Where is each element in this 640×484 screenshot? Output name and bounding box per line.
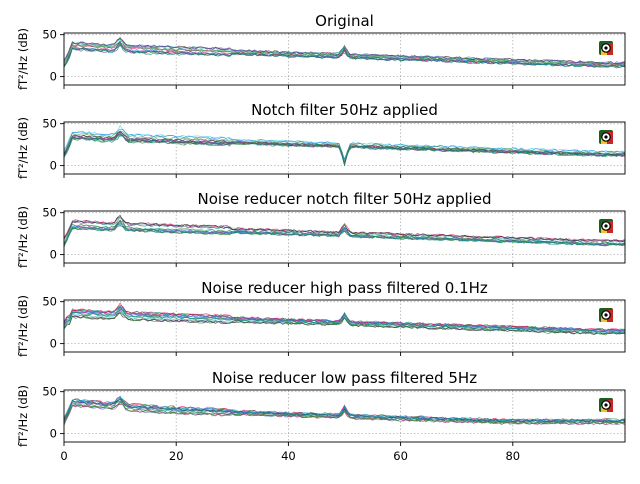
sensor-icon-dot xyxy=(604,313,608,317)
y-tick-label: 50 xyxy=(42,28,57,42)
subplot-2: Notch filter 50Hz applied fT²/Hz (dB) 0 50 xyxy=(16,101,626,179)
channel-traces xyxy=(63,124,626,167)
channel-trace xyxy=(63,130,626,163)
channel-trace xyxy=(63,401,626,425)
sensor-layout-icon xyxy=(599,398,613,412)
y-tick-label: 0 xyxy=(50,248,57,262)
axes-frame xyxy=(63,299,626,353)
channel-trace xyxy=(63,38,626,65)
y-tick-label: 0 xyxy=(50,159,57,173)
x-tick-label: 0 xyxy=(60,449,67,463)
y-axis-label: fT²/Hz (dB) xyxy=(16,28,30,90)
axes-frame xyxy=(63,210,626,264)
y-tick-label: 0 xyxy=(50,337,57,351)
x-tick-label: 20 xyxy=(169,449,184,463)
axes-frame xyxy=(63,32,626,86)
sensor-icon-dot xyxy=(604,135,608,139)
subplot-title: Notch filter 50Hz applied xyxy=(251,101,438,119)
y-axis-label: fT²/Hz (dB) xyxy=(16,206,30,268)
channel-trace xyxy=(63,132,626,164)
sensor-layout-icon xyxy=(599,308,613,322)
subplot-5: Noise reducer low pass filtered 5Hz fT²/H… xyxy=(16,369,626,463)
sensor-layout-icon xyxy=(599,130,613,144)
channel-trace xyxy=(63,216,626,243)
channel-traces xyxy=(63,36,626,69)
channel-trace xyxy=(63,306,626,332)
sensor-layout-icon xyxy=(599,219,613,233)
x-tick-label: 80 xyxy=(505,449,520,463)
channel-trace xyxy=(63,40,626,66)
channel-traces xyxy=(63,302,626,336)
subplot-title: Noise reducer low pass filtered 5Hz xyxy=(212,369,477,387)
x-tick-label: 40 xyxy=(281,449,296,463)
channel-trace xyxy=(63,128,626,161)
subplot-4: Noise reducer high pass filtered 0.1Hz fT… xyxy=(16,279,626,357)
sensor-icon-dot xyxy=(604,224,608,228)
channel-trace xyxy=(63,133,626,166)
y-axis-label: fT²/Hz (dB) xyxy=(16,295,30,357)
channel-traces xyxy=(63,214,626,248)
sensor-icon-dot xyxy=(604,403,608,407)
y-tick-label: 50 xyxy=(42,206,57,220)
y-tick-label: 50 xyxy=(42,117,57,131)
channel-trace xyxy=(63,43,626,69)
subplot-title: Original xyxy=(315,12,374,30)
channel-trace xyxy=(63,305,626,332)
y-axis-label: fT²/Hz (dB) xyxy=(16,385,30,447)
x-tick-label: 60 xyxy=(393,449,408,463)
subplot-title: Noise reducer high pass filtered 0.1Hz xyxy=(201,279,488,297)
axes-frame xyxy=(63,389,626,443)
sensor-layout-icon xyxy=(599,41,613,55)
channel-trace xyxy=(63,398,626,423)
channel-trace xyxy=(63,306,626,332)
channel-trace xyxy=(63,307,626,333)
y-tick-label: 0 xyxy=(50,427,57,441)
axes-frame xyxy=(63,121,626,175)
sensor-icon-dot xyxy=(604,46,608,50)
subplot-title: Noise reducer notch filter 50Hz applied xyxy=(198,190,492,208)
channel-trace xyxy=(63,309,626,334)
channel-trace xyxy=(63,42,626,68)
channel-trace xyxy=(63,219,626,245)
channel-trace xyxy=(63,225,626,247)
y-tick-label: 50 xyxy=(42,385,57,399)
y-tick-label: 0 xyxy=(50,70,57,84)
channel-traces xyxy=(63,395,626,426)
y-tick-label: 50 xyxy=(42,295,57,309)
subplot-3: Noise reducer notch filter 50Hz applied f… xyxy=(16,190,626,268)
y-axis-label: fT²/Hz (dB) xyxy=(16,117,30,179)
subplot-1: Original fT²/Hz (dB) 0 50 xyxy=(16,12,626,90)
